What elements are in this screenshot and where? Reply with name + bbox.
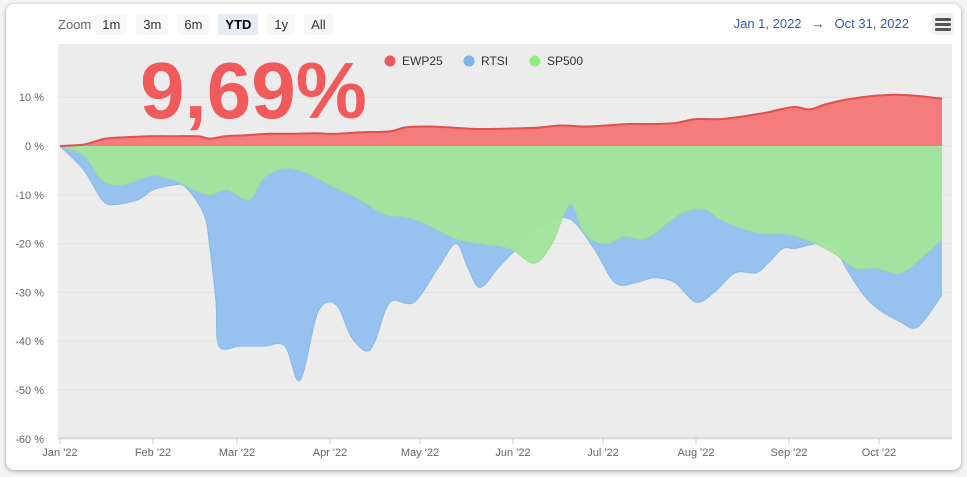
x-tick-label: Aug '22: [678, 447, 715, 459]
legend-marker-rtsi[interactable]: [463, 55, 475, 67]
range-from-input[interactable]: Jan 1, 2022: [733, 16, 802, 31]
zoom-label: Zoom: [58, 16, 92, 32]
y-tick-label: -50 %: [15, 385, 44, 397]
x-tick-label: Oct '22: [862, 447, 897, 459]
zoom-ytd-button[interactable]: YTD: [218, 13, 259, 35]
range-arrow-icon: →: [811, 16, 825, 31]
y-tick-label: -60 %: [15, 434, 44, 446]
y-tick-label: 10 %: [19, 92, 44, 104]
legend: EWP25 RTSI SP500: [384, 54, 583, 68]
range-to-input[interactable]: Oct 31, 2022: [834, 16, 909, 31]
legend-marker-ewp25[interactable]: [384, 55, 396, 67]
series-area-ewp25: [60, 94, 942, 146]
legend-item-ewp25[interactable]: EWP25: [402, 54, 443, 68]
x-tick-label: Feb '22: [135, 447, 171, 459]
zoom-3m-button[interactable]: 3m: [136, 13, 169, 35]
zoom-1m-button[interactable]: 1m: [95, 13, 128, 35]
zoom-6m-button[interactable]: 6m: [177, 13, 210, 35]
legend-item-rtsi[interactable]: RTSI: [481, 54, 508, 68]
series-line-sp500: [59, 145, 943, 274]
legend-item-sp500[interactable]: SP500: [547, 54, 583, 68]
zoom-bar: Zoom 1m 3m 6m YTD 1y All: [58, 13, 342, 35]
x-axis-ticks: Jan '22 Feb '22 Mar '22 Apr '22 May '22 Jun '…: [42, 437, 952, 459]
hamburger-menu-icon[interactable]: [932, 13, 954, 35]
date-range: Jan 1, 2022 → Oct 31, 2022: [734, 16, 909, 31]
x-tick-label: Sep '22: [771, 447, 808, 459]
zoom-1y-button[interactable]: 1y: [267, 13, 296, 35]
zoom-all-button[interactable]: All: [304, 13, 333, 35]
x-tick-label: Apr '22: [313, 447, 348, 459]
y-tick-label: -20 %: [15, 239, 44, 251]
headline-value: 9,69%: [140, 46, 367, 135]
series-areas: [59, 93, 943, 382]
y-tick-label: 0 %: [25, 141, 44, 153]
legend-marker-sp500[interactable]: [529, 55, 541, 67]
series-line-rtsi: [59, 145, 943, 382]
y-tick-label: -10 %: [15, 190, 44, 202]
y-tick-label: -30 %: [15, 287, 44, 299]
x-tick-label: Jan '22: [42, 447, 77, 459]
x-tick-label: Mar '22: [219, 447, 255, 459]
x-tick-label: Jun '22: [495, 447, 530, 459]
series-area-sp500: [60, 146, 942, 274]
y-tick-label: -40 %: [15, 336, 44, 348]
series-line-ewp25: [59, 93, 943, 147]
x-tick-label: Jul '22: [587, 447, 618, 459]
y-axis-ticks: 10 % 0 % -10 % -20 % -30 % -40 % -50 % -60 %: [15, 92, 44, 446]
x-tick-label: May '22: [401, 447, 439, 459]
